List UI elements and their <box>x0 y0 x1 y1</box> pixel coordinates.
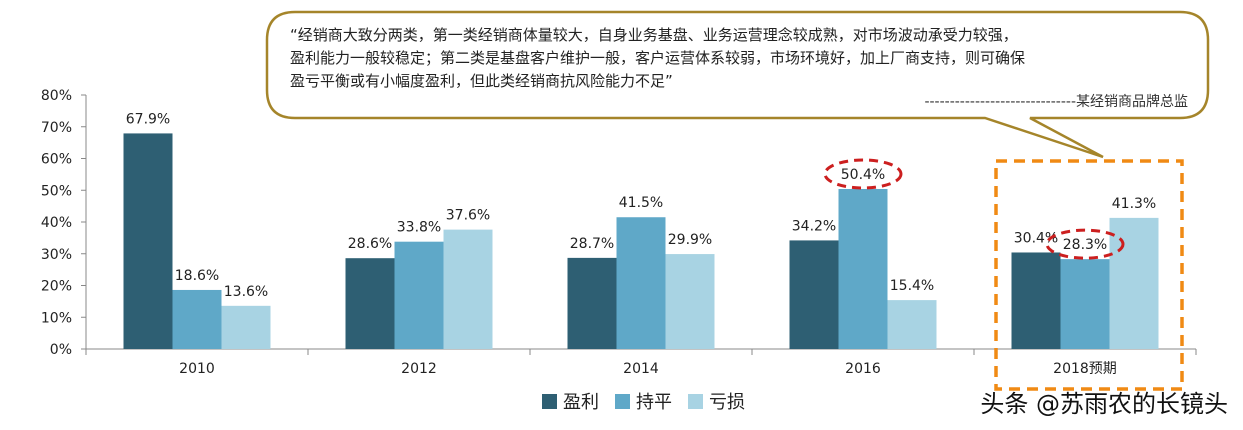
bar-value-label: 34.2% <box>792 218 836 234</box>
value-labels-group: 67.9% 18.6% 13.6% 28.6% 33.8% 37.6% 28.7% 41.5%… <box>126 111 1156 299</box>
bar-持平-2016 <box>838 188 888 349</box>
legend-swatch <box>688 394 703 409</box>
bar-亏损-2018预期 <box>1109 217 1159 349</box>
legend-label: 盈利 <box>563 392 599 413</box>
x-category-label: 2016 <box>845 361 881 377</box>
bar-value-label: 33.8% <box>397 220 441 236</box>
legend-swatch <box>542 394 557 409</box>
bar-value-label: 41.3% <box>1112 196 1156 212</box>
bar-亏损-2010 <box>221 305 271 349</box>
y-tick-label: 80% <box>41 88 72 104</box>
y-tick-label: 50% <box>41 183 72 199</box>
x-category-label: 2018预期 <box>1053 361 1117 377</box>
bar-持平-2014 <box>616 217 666 349</box>
bar-series-group <box>123 133 1159 349</box>
bar-value-label: 41.5% <box>619 195 663 211</box>
y-tick-label: 20% <box>41 279 72 295</box>
bar-value-label: 30.4% <box>1014 230 1058 246</box>
forecast-highlight-frame <box>994 159 1184 391</box>
bar-持平-2010 <box>172 289 222 349</box>
x-category-label: 2014 <box>623 361 659 377</box>
x-axis: 2010 2012 2014 2016 2018预期 <box>85 348 1197 377</box>
bar-value-label: 37.6% <box>446 208 490 224</box>
bar-value-label: 18.6% <box>175 268 219 284</box>
bar-value-label: 28.6% <box>348 236 392 252</box>
y-axis: 0% 10% 20% 30% 40% 50% 60% 70% 80% <box>41 88 87 358</box>
bar-value-label: 29.9% <box>668 232 712 248</box>
quote-callout-bubble <box>265 10 1210 159</box>
highlight-ellipse <box>1045 228 1125 260</box>
y-tick-label: 40% <box>41 215 72 231</box>
quote-line-3: 盈亏平衡或有小幅度盈利，但此类经销商抗风险能力不足” <box>290 72 673 90</box>
y-tick-label: 0% <box>50 342 72 358</box>
legend: 盈利 持平 亏损 <box>542 392 745 413</box>
x-category-label: 2010 <box>179 361 215 377</box>
bar-盈利-2014 <box>567 257 617 349</box>
legend-label: 持平 <box>636 392 672 413</box>
quote-callout: “经销商大致分两类，第一类经销商体量较大，自身业务基盘、业务运营理念较成熟，对市… <box>265 10 1210 159</box>
quote-line-1: “经销商大致分两类，第一类经销商体量较大，自身业务基盘、业务运营理念较成熟，对市… <box>290 26 1018 44</box>
bar-亏损-2014 <box>665 254 715 349</box>
bar-持平-2012 <box>394 241 444 349</box>
bar-盈利-2010 <box>123 133 173 349</box>
highlight-ellipse <box>823 158 903 190</box>
bar-value-label: 50.4% <box>841 167 885 183</box>
bar-value-label: 13.6% <box>224 284 268 300</box>
bar-盈利-2018预期 <box>1011 252 1061 349</box>
bar-亏损-2012 <box>443 229 493 349</box>
bar-value-label: 28.3% <box>1063 237 1107 253</box>
brand-watermark: 头条 @苏雨农的长镜头 <box>980 390 1228 418</box>
y-tick-label: 10% <box>41 310 72 326</box>
x-category-label: 2012 <box>401 361 437 377</box>
bar-持平-2018预期 <box>1060 259 1110 349</box>
legend-label: 亏损 <box>709 392 745 413</box>
bar-value-label: 15.4% <box>890 278 934 294</box>
y-tick-label: 70% <box>41 120 72 136</box>
y-tick-label: 30% <box>41 247 72 263</box>
highlights-group <box>823 158 1184 391</box>
bar-value-label: 67.9% <box>126 111 170 127</box>
quote-line-2: 盈利能力一般较稳定；第二类是基盘客户维护一般，客户运营体系较弱，市场环境好，加上… <box>290 49 1025 67</box>
bar-亏损-2016 <box>887 300 937 349</box>
legend-swatch <box>615 394 630 409</box>
y-tick-label: 60% <box>41 152 72 168</box>
bar-盈利-2012 <box>345 258 395 349</box>
quote-attribution: ------------------------------某经销商品牌总监 <box>924 93 1188 110</box>
bar-盈利-2016 <box>789 240 839 349</box>
bar-value-label: 28.7% <box>570 236 614 252</box>
